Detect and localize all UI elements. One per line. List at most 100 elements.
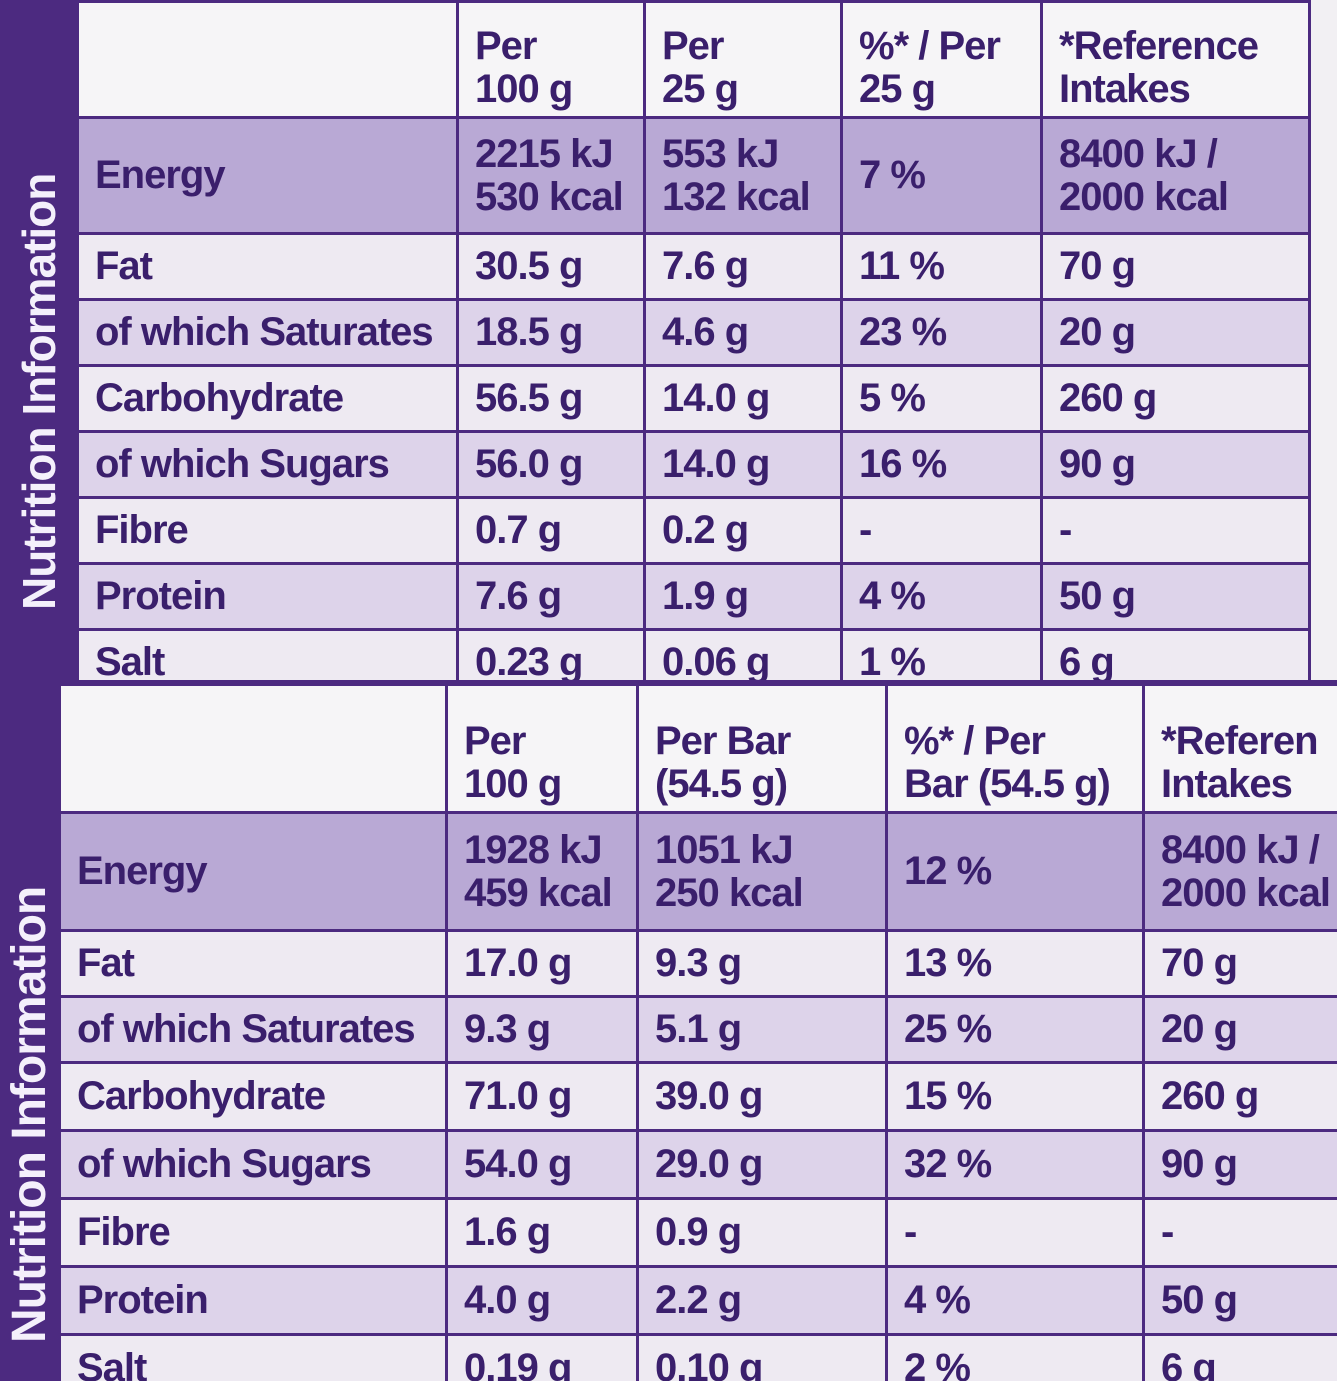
table-row: of which Saturates 9.3 g 5.1 g 25 % 20 g (58, 995, 1337, 1064)
table-row: Fibre 0.7 g 0.2 g-- (76, 496, 1311, 565)
nutrient-value: 50 g (1040, 562, 1311, 631)
nutrient-value: 29.0 g (636, 1129, 888, 1200)
column-header (58, 683, 448, 814)
nutrient-value: 553 kJ 132 kcal (643, 116, 843, 235)
nutrient-value: 0.06 g (643, 628, 843, 680)
table-row: of which Sugars 56.0 g 14.0 g 16 % 90 g (76, 430, 1311, 499)
sidebar-title: Nutrition Information (3, 886, 56, 1343)
nutrient-value: 0.10 g (636, 1333, 888, 1381)
column-header: *Referen Intakes (1142, 683, 1337, 814)
nutrient-value: 17.0 g (445, 929, 639, 998)
nutrient-value: 8400 kJ /2000 kcal (1142, 811, 1337, 932)
nutrient-value: 25 % (885, 995, 1145, 1064)
nutrient-value: 50 g (1142, 1265, 1337, 1336)
column-header (76, 0, 459, 119)
nutrient-value: 0.19 g (445, 1333, 639, 1381)
nutrient-value: 70 g (1142, 929, 1337, 998)
nutrient-value: - (1040, 496, 1311, 565)
nutrient-value: 0.9 g (636, 1197, 888, 1268)
nutrient-value: 4.0 g (445, 1265, 639, 1336)
nutrient-value: 7 % (840, 116, 1043, 235)
nutrient-value: 90 g (1040, 430, 1311, 499)
nutrient-value: 2215 kJ 530 kcal (456, 116, 646, 235)
nutrient-label: Carbohydrate (76, 364, 459, 433)
nutrient-label: Protein (76, 562, 459, 631)
column-header: %* / Per Bar (54.5 g) (885, 683, 1145, 814)
nutrient-label: Fat (76, 232, 459, 301)
nutrient-value: 23 % (840, 298, 1043, 367)
table-row: of which Sugars 54.0 g 29.0 g 32 % 90 g (58, 1129, 1337, 1200)
nutrient-value: 14.0 g (643, 364, 843, 433)
nutrient-value: 0.7 g (456, 496, 646, 565)
nutrient-value: 1928 kJ 459 kcal (445, 811, 639, 932)
column-header: *Reference Intakes (1040, 0, 1311, 119)
nutrient-value: 1.6 g (445, 1197, 639, 1268)
column-header: %* / Per 25 g (840, 0, 1043, 119)
nutrient-value: 6 g (1040, 628, 1311, 680)
nutrient-label: Salt (76, 628, 459, 680)
nutrient-value: 2 % (885, 1333, 1145, 1381)
nutrient-value: 11 % (840, 232, 1043, 301)
nutrient-label: of which Saturates (76, 298, 459, 367)
header-row: Per 100 g Per Bar (54.5 g) %* / Per Bar (54.5… (58, 683, 1337, 814)
nutrient-label: Fibre (76, 496, 459, 565)
header-row: Per 100 g Per 25 g %* / Per 25 g *Reference Int… (76, 0, 1311, 119)
nutrient-value: 1 % (840, 628, 1043, 680)
nutrient-value: 7.6 g (456, 562, 646, 631)
nutrient-value: 16 % (840, 430, 1043, 499)
nutrient-value: 4.6 g (643, 298, 843, 367)
nutrient-value: 20 g (1040, 298, 1311, 367)
nutrition-table: Per 100 g Per Bar (54.5 g) %* / Per Bar (54.5… (58, 683, 1337, 1381)
nutrient-value: 0.2 g (643, 496, 843, 565)
nutrient-value: 260 g (1142, 1061, 1337, 1132)
nutrient-value: 5 % (840, 364, 1043, 433)
nutrient-value: - (885, 1197, 1145, 1268)
nutrient-value: 56.0 g (456, 430, 646, 499)
nutrient-label: Energy (58, 811, 448, 932)
nutrient-value: 1.9 g (643, 562, 843, 631)
nutrient-value: 56.5 g (456, 364, 646, 433)
nutrition-table: Per 100 g Per 25 g %* / Per 25 g *Reference Int… (76, 0, 1311, 680)
nutrient-value: - (1142, 1197, 1337, 1268)
nutrient-value: 90 g (1142, 1129, 1337, 1200)
nutrient-value: 54.0 g (445, 1129, 639, 1200)
sidebar-band: Nutrition Information (0, 683, 58, 1381)
nutrient-value: 4 % (885, 1265, 1145, 1336)
nutrient-value: 71.0 g (445, 1061, 639, 1132)
table-row: Fat 30.5 g 7.6 g 11 % 70 g (76, 232, 1311, 301)
nutrient-value: 9.3 g (445, 995, 639, 1064)
nutrient-label: of which Sugars (76, 430, 459, 499)
nutrient-value: 8400 kJ /2000 kcal (1040, 116, 1311, 235)
table-row: Fibre 1.6 g 0.9 g-- (58, 1197, 1337, 1268)
column-header: Per 100 g (445, 683, 639, 814)
nutrient-value: 32 % (885, 1129, 1145, 1200)
nutrient-label: Salt (58, 1333, 448, 1381)
nutrient-label: Energy (76, 116, 459, 235)
nutrient-value: 260 g (1040, 364, 1311, 433)
nutrient-value: 4 % (840, 562, 1043, 631)
nutrient-value: 6 g (1142, 1333, 1337, 1381)
nutrient-value: 20 g (1142, 995, 1337, 1064)
nutrient-value: 5.1 g (636, 995, 888, 1064)
table-row: Carbohydrate 71.0 g 39.0 g 15 % 260 g (58, 1061, 1337, 1132)
table-row: of which Saturates 18.5 g 4.6 g 23 % 20 g (76, 298, 1311, 367)
nutrient-label: Fibre (58, 1197, 448, 1268)
nutrient-label: of which Sugars (58, 1129, 448, 1200)
nutrient-value: 30.5 g (456, 232, 646, 301)
nutrient-value: - (840, 496, 1043, 565)
nutrition-panel-top: Nutrition Information Per 100 g Per 25 g %* … (0, 0, 1337, 680)
nutrient-value: 18.5 g (456, 298, 646, 367)
sidebar-band: Nutrition Information (0, 0, 76, 680)
nutrient-label: Protein (58, 1265, 448, 1336)
nutrient-value: 13 % (885, 929, 1145, 998)
nutrient-value: 14.0 g (643, 430, 843, 499)
column-header: Per 25 g (643, 0, 843, 119)
table-row: Energy 2215 kJ 530 kcal 553 kJ 132 kcal 7 % 84… (76, 116, 1311, 235)
nutrient-value: 0.23 g (456, 628, 646, 680)
nutrient-value: 15 % (885, 1061, 1145, 1132)
table-row: Energy 1928 kJ 459 kcal 1051 kJ 250 kcal 12 %… (58, 811, 1337, 932)
